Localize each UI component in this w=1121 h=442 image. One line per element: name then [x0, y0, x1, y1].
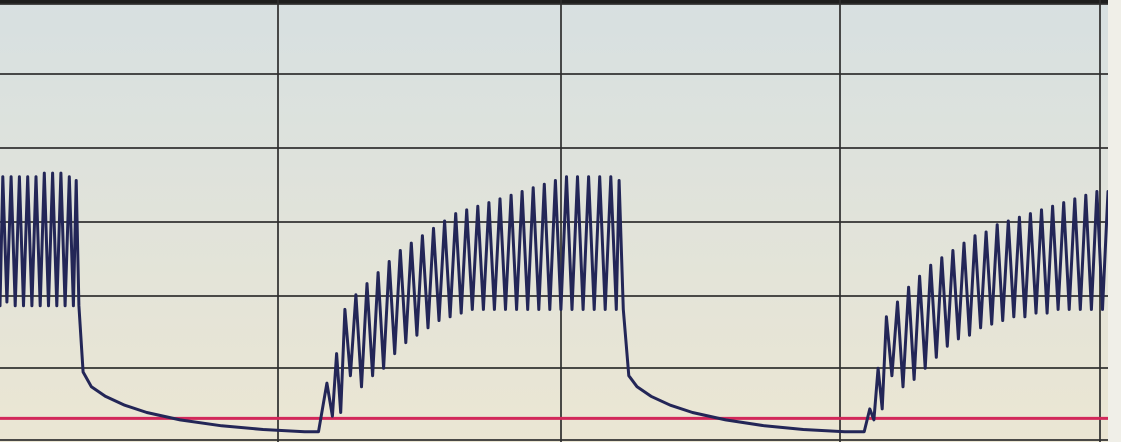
- series-line: [0, 171, 1110, 434]
- right-frame-edge: [1108, 0, 1121, 442]
- trace-layer: [0, 171, 1110, 434]
